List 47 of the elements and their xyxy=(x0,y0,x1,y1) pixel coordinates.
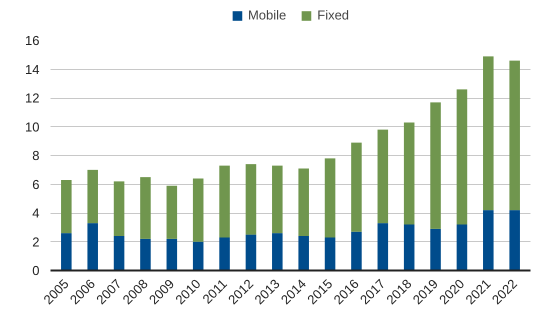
bar xyxy=(509,60,520,210)
y-tick-label: 10 xyxy=(25,119,40,134)
bar xyxy=(87,223,98,270)
bar xyxy=(272,166,283,234)
bar xyxy=(456,224,468,270)
bar xyxy=(246,234,256,270)
bar xyxy=(140,238,151,270)
bar xyxy=(166,186,178,239)
bar xyxy=(378,130,388,224)
bar xyxy=(246,164,256,235)
bar xyxy=(298,168,309,236)
bar xyxy=(192,178,204,242)
legend-label: Fixed xyxy=(317,8,350,22)
bar xyxy=(430,228,441,270)
bar xyxy=(404,122,414,224)
bar xyxy=(272,233,283,270)
bar xyxy=(298,236,309,270)
bar xyxy=(87,170,98,224)
bar xyxy=(378,223,388,270)
bar xyxy=(509,210,520,270)
y-tick-label: 4 xyxy=(32,206,40,220)
bar xyxy=(219,166,230,238)
bar xyxy=(430,102,441,229)
y-tick-label: 0 xyxy=(32,263,40,278)
bar xyxy=(61,180,72,234)
bar xyxy=(219,237,230,270)
y-tick-label: 14 xyxy=(25,62,40,77)
bar xyxy=(351,142,362,232)
bar xyxy=(114,236,124,270)
y-tick-label: 6 xyxy=(32,176,40,192)
bar xyxy=(483,210,494,270)
bar xyxy=(61,233,72,270)
y-tick-label: 2 xyxy=(32,234,40,250)
bar xyxy=(192,242,204,270)
bar xyxy=(324,158,336,238)
bar xyxy=(166,238,178,270)
y-tick-label: 16 xyxy=(25,33,40,48)
bar xyxy=(456,89,468,224)
y-tick-label: 12 xyxy=(25,90,40,106)
y-tick-label: 8 xyxy=(32,148,40,163)
bar xyxy=(324,237,336,270)
bar xyxy=(140,177,151,239)
bar xyxy=(483,56,494,210)
bar xyxy=(351,232,362,270)
legend-label: Mobile xyxy=(248,8,286,22)
bar xyxy=(114,181,124,236)
bar xyxy=(404,224,414,270)
